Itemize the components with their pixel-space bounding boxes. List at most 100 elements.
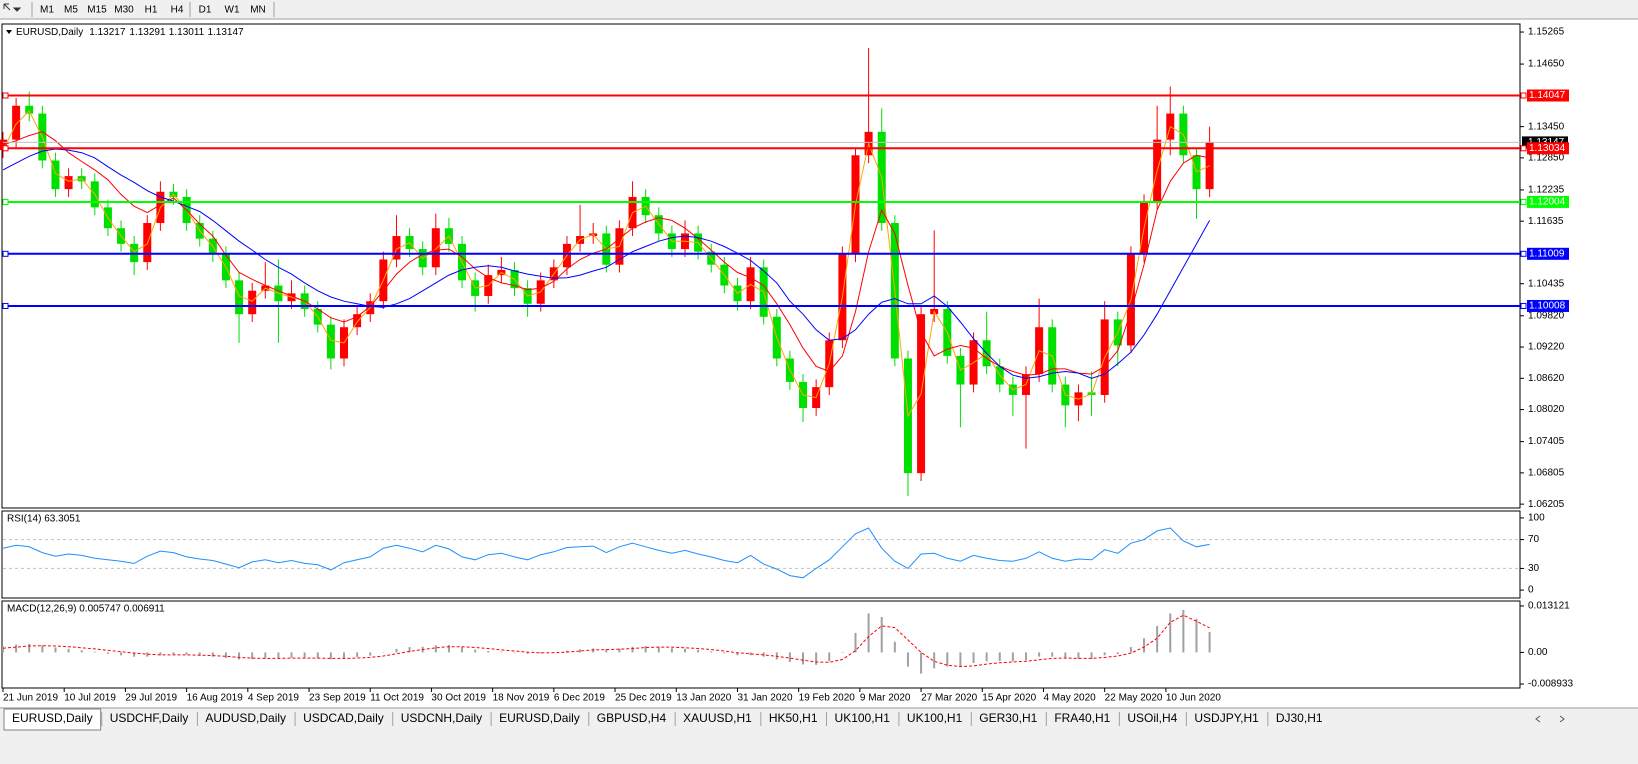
header-arrow[interactable] <box>6 30 12 34</box>
macd-bar <box>224 652 227 659</box>
tab-label[interactable]: AUDUSD,Daily <box>205 711 286 725</box>
macd-bar <box>644 646 647 653</box>
timeframe-button[interactable]: H1 <box>145 5 158 16</box>
y-tick-label: 70 <box>1528 534 1540 545</box>
tab-label[interactable]: DJ30,H1 <box>1276 711 1323 725</box>
tab-scroll-arrows[interactable] <box>1535 715 1565 723</box>
macd-bar <box>434 645 437 653</box>
tab-label[interactable]: GER30,H1 <box>979 711 1037 725</box>
symbol-tab[interactable]: USDCHF,Daily <box>101 710 197 729</box>
level-handle[interactable] <box>1520 198 1527 205</box>
symbol-tab[interactable]: GBPUSD,H4 <box>588 710 675 729</box>
macd-bar <box>946 652 949 667</box>
level-handle[interactable] <box>1520 302 1527 309</box>
tab-label[interactable]: UK100,H1 <box>907 711 963 725</box>
macd-bar <box>133 652 136 657</box>
tab-label[interactable]: HK50,H1 <box>769 711 818 725</box>
level-handle[interactable] <box>2 145 9 152</box>
tab-label[interactable]: UK100,H1 <box>835 711 891 725</box>
tab-background[interactable] <box>971 710 1046 729</box>
macd-bar <box>251 652 254 660</box>
level-handle[interactable] <box>2 302 9 309</box>
symbol-tab[interactable]: USDCAD,Daily <box>295 710 392 729</box>
timeframe-button[interactable]: W1 <box>225 5 240 16</box>
timeframe-button[interactable]: M1 <box>40 5 54 16</box>
timeframe-button[interactable]: H4 <box>171 5 184 16</box>
timeframe-button[interactable]: M15 <box>87 5 107 16</box>
tab-label[interactable]: USDCHF,Daily <box>110 711 189 725</box>
tab-background[interactable] <box>1186 710 1267 729</box>
macd-bar <box>1038 652 1041 657</box>
timeframe-button[interactable]: M5 <box>64 5 78 16</box>
symbol-tab[interactable]: USDJPY,H1 <box>1186 710 1267 729</box>
tab-label[interactable]: GBPUSD,H4 <box>597 711 667 725</box>
tab-background[interactable] <box>1267 710 1331 729</box>
level-handle[interactable] <box>2 250 9 257</box>
level-handle[interactable] <box>2 92 9 99</box>
tab-background[interactable] <box>101 710 197 729</box>
tab-background[interactable] <box>826 710 898 729</box>
tab-label[interactable]: XAUUSD,H1 <box>683 711 752 725</box>
tab-background[interactable] <box>197 710 295 729</box>
tab-label[interactable]: EURUSD,Daily <box>499 711 580 725</box>
tab-label[interactable]: USDCNH,Daily <box>401 711 482 725</box>
tab-background[interactable] <box>491 710 588 729</box>
tab-background[interactable] <box>3 708 102 731</box>
level-handle[interactable] <box>2 198 9 205</box>
macd-bar <box>120 652 123 656</box>
x-tick-label: 4 May 2020 <box>1043 693 1096 704</box>
timeframe-button[interactable]: MN <box>250 5 266 16</box>
tab-background[interactable] <box>588 710 675 729</box>
symbol-tab[interactable]: GER30,H1 <box>971 710 1046 729</box>
tab-background[interactable] <box>392 710 491 729</box>
macd-bar <box>1195 618 1198 653</box>
level-handle[interactable] <box>1520 145 1527 152</box>
tab-label[interactable]: USDJPY,H1 <box>1194 711 1259 725</box>
macd-bar <box>618 648 621 653</box>
macd-bar <box>1077 652 1080 659</box>
macd-bar <box>513 652 516 653</box>
candle-body <box>326 324 335 359</box>
macd-bar <box>697 649 700 653</box>
cursor-tool-icon[interactable] <box>3 3 22 12</box>
macd-bar <box>2 646 4 653</box>
symbol-tab[interactable]: USOil,H4 <box>1119 710 1186 729</box>
tab-background[interactable] <box>760 710 826 729</box>
tab-label[interactable]: USDCAD,Daily <box>303 711 384 725</box>
tab-background[interactable] <box>295 710 392 729</box>
macd-bar <box>867 613 870 653</box>
symbol-tab[interactable]: EURUSD,Daily <box>3 708 102 731</box>
tab-label[interactable]: EURUSD,Daily <box>12 711 93 725</box>
y-tick-label: 1.06805 <box>1528 468 1565 479</box>
y-tick-label: 1.12850 <box>1528 153 1565 164</box>
symbol-tab[interactable]: UK100,H1 <box>898 710 971 729</box>
macd-bar <box>277 652 280 659</box>
symbol-tab[interactable]: HK50,H1 <box>760 710 826 729</box>
tab-label[interactable]: FRA40,H1 <box>1054 711 1110 725</box>
moving-average <box>2 131 1210 376</box>
tab-background[interactable] <box>1119 710 1186 729</box>
macd-bar <box>447 644 450 653</box>
symbol-tab[interactable]: DJ30,H1 <box>1267 710 1331 729</box>
symbol-tab[interactable]: FRA40,H1 <box>1046 710 1119 729</box>
header-low: 1.13011 <box>169 27 205 38</box>
y-tick-label: 1.12235 <box>1528 185 1565 196</box>
tab-label[interactable]: USOil,H4 <box>1127 711 1177 725</box>
level-handle[interactable] <box>1520 250 1527 257</box>
tab-background[interactable] <box>675 710 760 729</box>
macd-bar <box>788 652 791 662</box>
timeframe-button[interactable]: D1 <box>199 5 212 16</box>
macd-bar <box>185 652 188 655</box>
tab-background[interactable] <box>1046 710 1119 729</box>
level-label-box <box>1527 247 1569 260</box>
symbol-tab[interactable]: XAUUSD,H1 <box>675 710 760 729</box>
symbol-tab[interactable]: UK100,H1 <box>826 710 898 729</box>
level-handle[interactable] <box>1520 92 1527 99</box>
symbol-tab[interactable]: USDCNH,Daily <box>392 710 491 729</box>
symbol-tab[interactable]: AUDUSD,Daily <box>197 710 295 729</box>
tab-background[interactable] <box>898 710 971 729</box>
timeframe-button[interactable]: M30 <box>114 5 134 16</box>
candle-body <box>248 290 257 315</box>
symbol-tab[interactable]: EURUSD,Daily <box>491 710 588 729</box>
